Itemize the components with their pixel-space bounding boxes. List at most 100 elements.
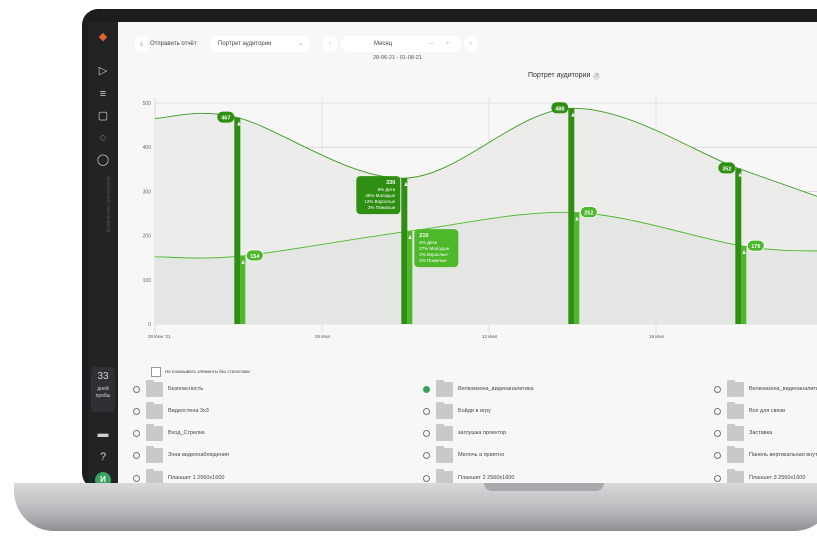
bar[interactable] bbox=[735, 168, 742, 324]
report-type-select[interactable]: Портрет аудитории ⌄ bbox=[210, 36, 310, 52]
document-icon[interactable]: ▢ bbox=[97, 110, 109, 122]
value-label-text: 176 bbox=[751, 244, 760, 250]
list-item[interactable]: Планшет 1 2560x1600 bbox=[133, 468, 224, 483]
item-radio[interactable] bbox=[423, 451, 430, 459]
bar[interactable] bbox=[240, 255, 246, 324]
item-radio[interactable] bbox=[133, 474, 140, 482]
item-radio[interactable] bbox=[133, 429, 140, 437]
help-icon[interactable]: ? bbox=[99, 451, 107, 463]
item-label: Велкомзона_видеоаналитика bbox=[458, 386, 534, 392]
x-tick-label: 12 Июл bbox=[482, 334, 498, 339]
bar[interactable] bbox=[407, 231, 413, 324]
item-label: Заставка bbox=[749, 430, 773, 436]
list-item[interactable]: Планшет 2 2560x1600 bbox=[423, 468, 514, 483]
item-radio[interactable] bbox=[133, 407, 140, 415]
value-label-text: 154 bbox=[250, 254, 260, 260]
item-label: Все для связи bbox=[749, 408, 786, 414]
y-tick-label: 400 bbox=[143, 145, 152, 151]
y-tick-label: 100 bbox=[143, 278, 152, 284]
report-type-value: Портрет аудитории bbox=[218, 41, 272, 47]
person-icon: ♟ bbox=[575, 217, 579, 223]
value-label bbox=[746, 239, 765, 252]
item-label: Зона видеонаблюдения bbox=[168, 452, 229, 458]
value-label bbox=[718, 162, 736, 174]
list-icon[interactable]: ≡ bbox=[99, 88, 107, 100]
item-radio[interactable] bbox=[423, 407, 430, 415]
send-report-button[interactable]: Отправить отчёт bbox=[150, 41, 197, 47]
series-area bbox=[155, 212, 817, 324]
list-item[interactable]: Все для связи bbox=[714, 401, 785, 421]
dashed-circle-icon[interactable]: ◌ bbox=[99, 132, 107, 144]
y-tick-label: 300 bbox=[143, 189, 152, 195]
x-tick-label: 28 Июн '21 bbox=[148, 334, 171, 339]
hide-empty-checkbox[interactable] bbox=[151, 367, 161, 377]
list-item[interactable]: Заставка bbox=[714, 423, 772, 443]
trial-days: 33 bbox=[97, 371, 109, 382]
period-selector[interactable]: Месяц — + bbox=[341, 36, 461, 52]
bar[interactable] bbox=[234, 117, 241, 324]
list-item[interactable]: Планшет 3 2560x1600 bbox=[714, 468, 805, 483]
list-item[interactable]: Бойди в игру bbox=[423, 401, 491, 421]
item-radio[interactable] bbox=[714, 407, 721, 415]
value-label-text: 488 bbox=[555, 106, 564, 112]
chart: 0 100 200 300 400 500 28 Июн '21 05 Июл 12 Июл 19… bbox=[143, 98, 817, 339]
folder-icon bbox=[436, 445, 453, 463]
person-icon: ♟ bbox=[408, 235, 412, 241]
item-radio[interactable] bbox=[133, 385, 140, 393]
download-icon[interactable]: ⤓ bbox=[135, 36, 148, 52]
value-label bbox=[551, 102, 569, 114]
bar[interactable] bbox=[741, 246, 747, 324]
user-icon[interactable]: ◯ bbox=[96, 154, 110, 166]
item-radio[interactable] bbox=[714, 451, 721, 459]
tooltip-value: 210 bbox=[419, 233, 428, 239]
list-item[interactable]: Мелочь а приятно bbox=[423, 445, 504, 465]
item-radio[interactable] bbox=[714, 429, 721, 437]
value-label-text: 467 bbox=[221, 116, 230, 122]
list-item[interactable]: Панель вертикальная внутр bbox=[714, 445, 817, 465]
tooltip-value: 330 bbox=[386, 180, 395, 186]
value-label bbox=[217, 111, 235, 123]
list-item[interactable]: Безопасность bbox=[133, 379, 203, 399]
avatar[interactable]: И bbox=[95, 472, 111, 483]
app-screen: ◆ ▷ ≡ ▢ ◌ ◯ 33 дней пробы ▬ ? И ⤓ Отправ… bbox=[88, 22, 817, 483]
item-radio[interactable] bbox=[423, 429, 430, 437]
item-radio[interactable] bbox=[714, 474, 721, 482]
list-item[interactable]: Вход_Стрелки bbox=[133, 423, 205, 443]
date-range: 28-06-21 - 01-08-21 bbox=[373, 55, 422, 61]
value-label bbox=[245, 249, 264, 262]
info-icon[interactable]: ? bbox=[593, 73, 601, 80]
zoom-in-button[interactable]: + bbox=[446, 41, 450, 47]
person-icon: ♟ bbox=[571, 112, 575, 118]
prev-period-button[interactable]: ‹ bbox=[323, 36, 337, 52]
folder-icon bbox=[727, 401, 744, 419]
list-item[interactable]: Зона видеонаблюдения bbox=[133, 445, 229, 465]
laptop-notch bbox=[484, 483, 604, 491]
next-period-button[interactable]: › bbox=[464, 36, 478, 52]
folder-icon bbox=[436, 468, 453, 483]
bar[interactable] bbox=[568, 108, 575, 324]
tooltip-line: 8% Дети bbox=[378, 187, 396, 192]
tooltip-line: 27% Молодые bbox=[419, 246, 449, 251]
list-item[interactable]: Видеостена 3x3 bbox=[133, 401, 209, 421]
item-radio[interactable] bbox=[423, 474, 430, 482]
item-label: Планшет 2 2560x1600 bbox=[458, 475, 515, 481]
zoom-out-button[interactable]: — bbox=[428, 41, 434, 47]
item-label: Мелочь а приятно bbox=[458, 452, 505, 458]
list-item[interactable]: заглушка проектор bbox=[423, 423, 506, 443]
item-radio[interactable] bbox=[423, 385, 430, 393]
item-label: Вход_Стрелки bbox=[168, 430, 205, 436]
play-icon[interactable]: ▷ bbox=[98, 65, 108, 77]
logo-icon: ◆ bbox=[98, 31, 108, 43]
item-radio[interactable] bbox=[714, 385, 721, 393]
folder-icon bbox=[436, 401, 453, 419]
folder-icon bbox=[146, 445, 163, 463]
bar[interactable] bbox=[574, 212, 580, 324]
tooltip-line: 2% Взрослые bbox=[419, 252, 448, 257]
list-item[interactable]: Велкомзона_видеоаналитика bbox=[714, 379, 817, 399]
period-value: Месяц bbox=[374, 41, 393, 47]
monitor-icon[interactable]: ▬ bbox=[97, 428, 109, 440]
item-radio[interactable] bbox=[133, 451, 140, 459]
list-item[interactable]: Велкомзона_видеоаналитика bbox=[423, 379, 534, 399]
item-label: Велкомзона_видеоаналитика bbox=[749, 386, 817, 392]
bar[interactable] bbox=[401, 178, 408, 324]
